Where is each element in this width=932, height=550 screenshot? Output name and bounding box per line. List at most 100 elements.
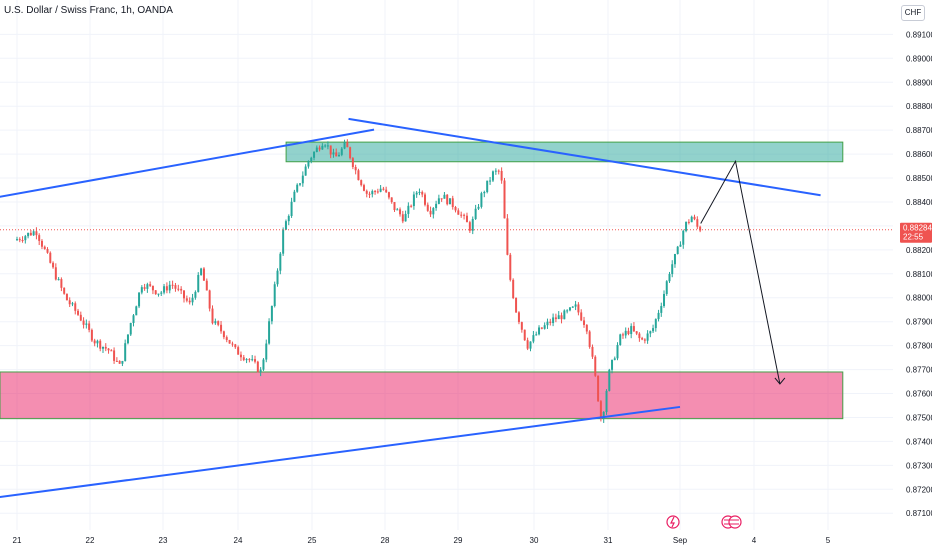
- candle-body: [696, 219, 699, 227]
- candle-body: [646, 333, 649, 341]
- candle-body: [46, 249, 49, 253]
- candle-body: [214, 321, 217, 324]
- candle-body: [32, 231, 35, 236]
- candle-body: [557, 315, 560, 320]
- candle-body: [234, 344, 237, 348]
- candle-body: [360, 180, 363, 186]
- candle-body: [38, 235, 41, 241]
- candle-body: [635, 331, 638, 334]
- candle-body: [385, 189, 388, 193]
- candle-body: [324, 145, 327, 147]
- candle-body: [21, 240, 24, 242]
- candle-body: [276, 270, 279, 285]
- candle-body: [287, 215, 290, 222]
- candle-body: [699, 226, 702, 231]
- candle-body: [293, 191, 296, 202]
- candle-body: [68, 300, 71, 305]
- candle-body: [259, 369, 262, 372]
- candle-body: [421, 191, 424, 195]
- currency-button[interactable]: CHF: [901, 5, 925, 21]
- candle-body: [687, 221, 690, 223]
- candle-body: [29, 232, 32, 236]
- candle-body: [168, 284, 171, 291]
- candle-body: [412, 194, 415, 207]
- candle-body: [532, 335, 535, 342]
- candle-body: [121, 360, 124, 364]
- candle-body: [685, 221, 688, 231]
- candle-body: [457, 210, 460, 215]
- candle-body: [630, 326, 633, 335]
- candle-body: [641, 338, 644, 340]
- candle-body: [543, 325, 546, 329]
- candle-body: [429, 210, 432, 215]
- candle-body: [591, 346, 594, 357]
- candle-body: [424, 194, 427, 205]
- candle-body: [517, 312, 520, 323]
- candles-layer: [16, 139, 702, 423]
- candle-body: [390, 197, 393, 203]
- candle-body: [463, 214, 466, 216]
- candle-body: [262, 359, 265, 370]
- candle-body: [318, 147, 321, 150]
- candle-body: [268, 321, 271, 344]
- candle-body: [52, 262, 55, 268]
- candle-body: [321, 145, 324, 150]
- candle-body: [404, 213, 407, 222]
- candle-body: [329, 145, 332, 155]
- candle-body: [191, 297, 194, 303]
- candle-body: [503, 180, 506, 219]
- time-tick-label: 24: [234, 536, 243, 545]
- candle-body: [657, 312, 660, 320]
- candle-body: [160, 292, 163, 294]
- candle-body: [171, 284, 174, 286]
- candle-body: [613, 358, 616, 360]
- price-tag-value: 0.88284: [903, 224, 932, 233]
- candle-body: [549, 321, 552, 324]
- candle-body: [43, 246, 46, 250]
- candle-body: [665, 281, 668, 294]
- candle-body: [371, 191, 374, 195]
- candle-body: [690, 216, 693, 223]
- candle-body: [180, 288, 183, 291]
- candle-body: [279, 253, 282, 271]
- candle-body: [566, 310, 569, 312]
- candle-body: [393, 202, 396, 211]
- candle-body: [374, 191, 377, 193]
- candle-body: [426, 204, 429, 211]
- candle-body: [99, 340, 102, 349]
- candle-body: [654, 319, 657, 329]
- candle-body: [165, 286, 168, 291]
- time-tick-label: 4: [752, 536, 757, 545]
- time-tick-label: 5: [826, 536, 831, 545]
- candle-body: [101, 346, 104, 349]
- candle-body: [346, 142, 349, 148]
- candle-body: [506, 218, 509, 255]
- candle-body: [254, 359, 257, 362]
- candle-body: [585, 324, 588, 332]
- candle-body: [432, 208, 435, 215]
- candle-body: [362, 185, 365, 191]
- candle-body: [621, 334, 624, 336]
- candle-body: [242, 357, 245, 360]
- candle-body: [376, 191, 379, 193]
- candle-body: [256, 361, 259, 372]
- candle-body: [602, 412, 605, 419]
- time-axis[interactable]: 21 22 23 24 25 28 29 30 31 Sep 4 5: [13, 536, 831, 545]
- candle-body: [135, 306, 138, 316]
- candle-body: [632, 326, 635, 332]
- candle-body: [349, 147, 352, 159]
- candle-body: [71, 303, 74, 305]
- candle-body: [365, 190, 368, 194]
- candle-body: [332, 152, 335, 155]
- bolt-event-icon: [666, 515, 680, 529]
